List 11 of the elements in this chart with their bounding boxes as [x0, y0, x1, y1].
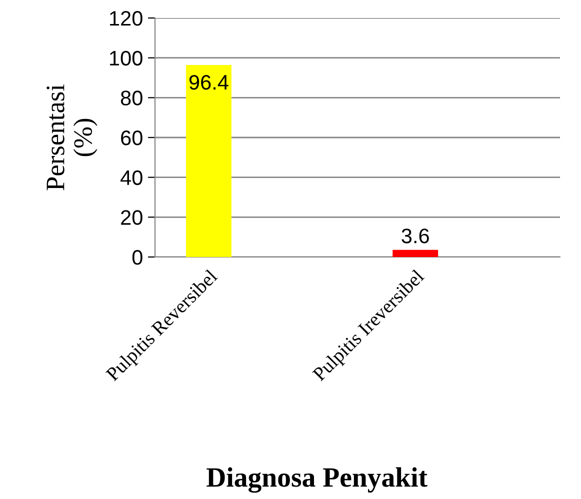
- y-tick-label: 120: [110, 11, 142, 26]
- data-label: 96.4: [189, 74, 228, 90]
- y-tick-label: 80: [120, 90, 142, 106]
- y-tick-label: 20: [121, 210, 142, 225]
- y-tick-label: 0: [132, 250, 142, 265]
- y-tick-label: 100: [110, 50, 142, 66]
- y-axis-title: Persentasi (%): [46, 84, 98, 190]
- y-tick-label: 60: [121, 130, 142, 146]
- data-label: 3.6: [402, 228, 429, 244]
- x-axis-title: Diagnosa Penyakit: [206, 467, 428, 493]
- y-tick-label: 40: [120, 170, 142, 186]
